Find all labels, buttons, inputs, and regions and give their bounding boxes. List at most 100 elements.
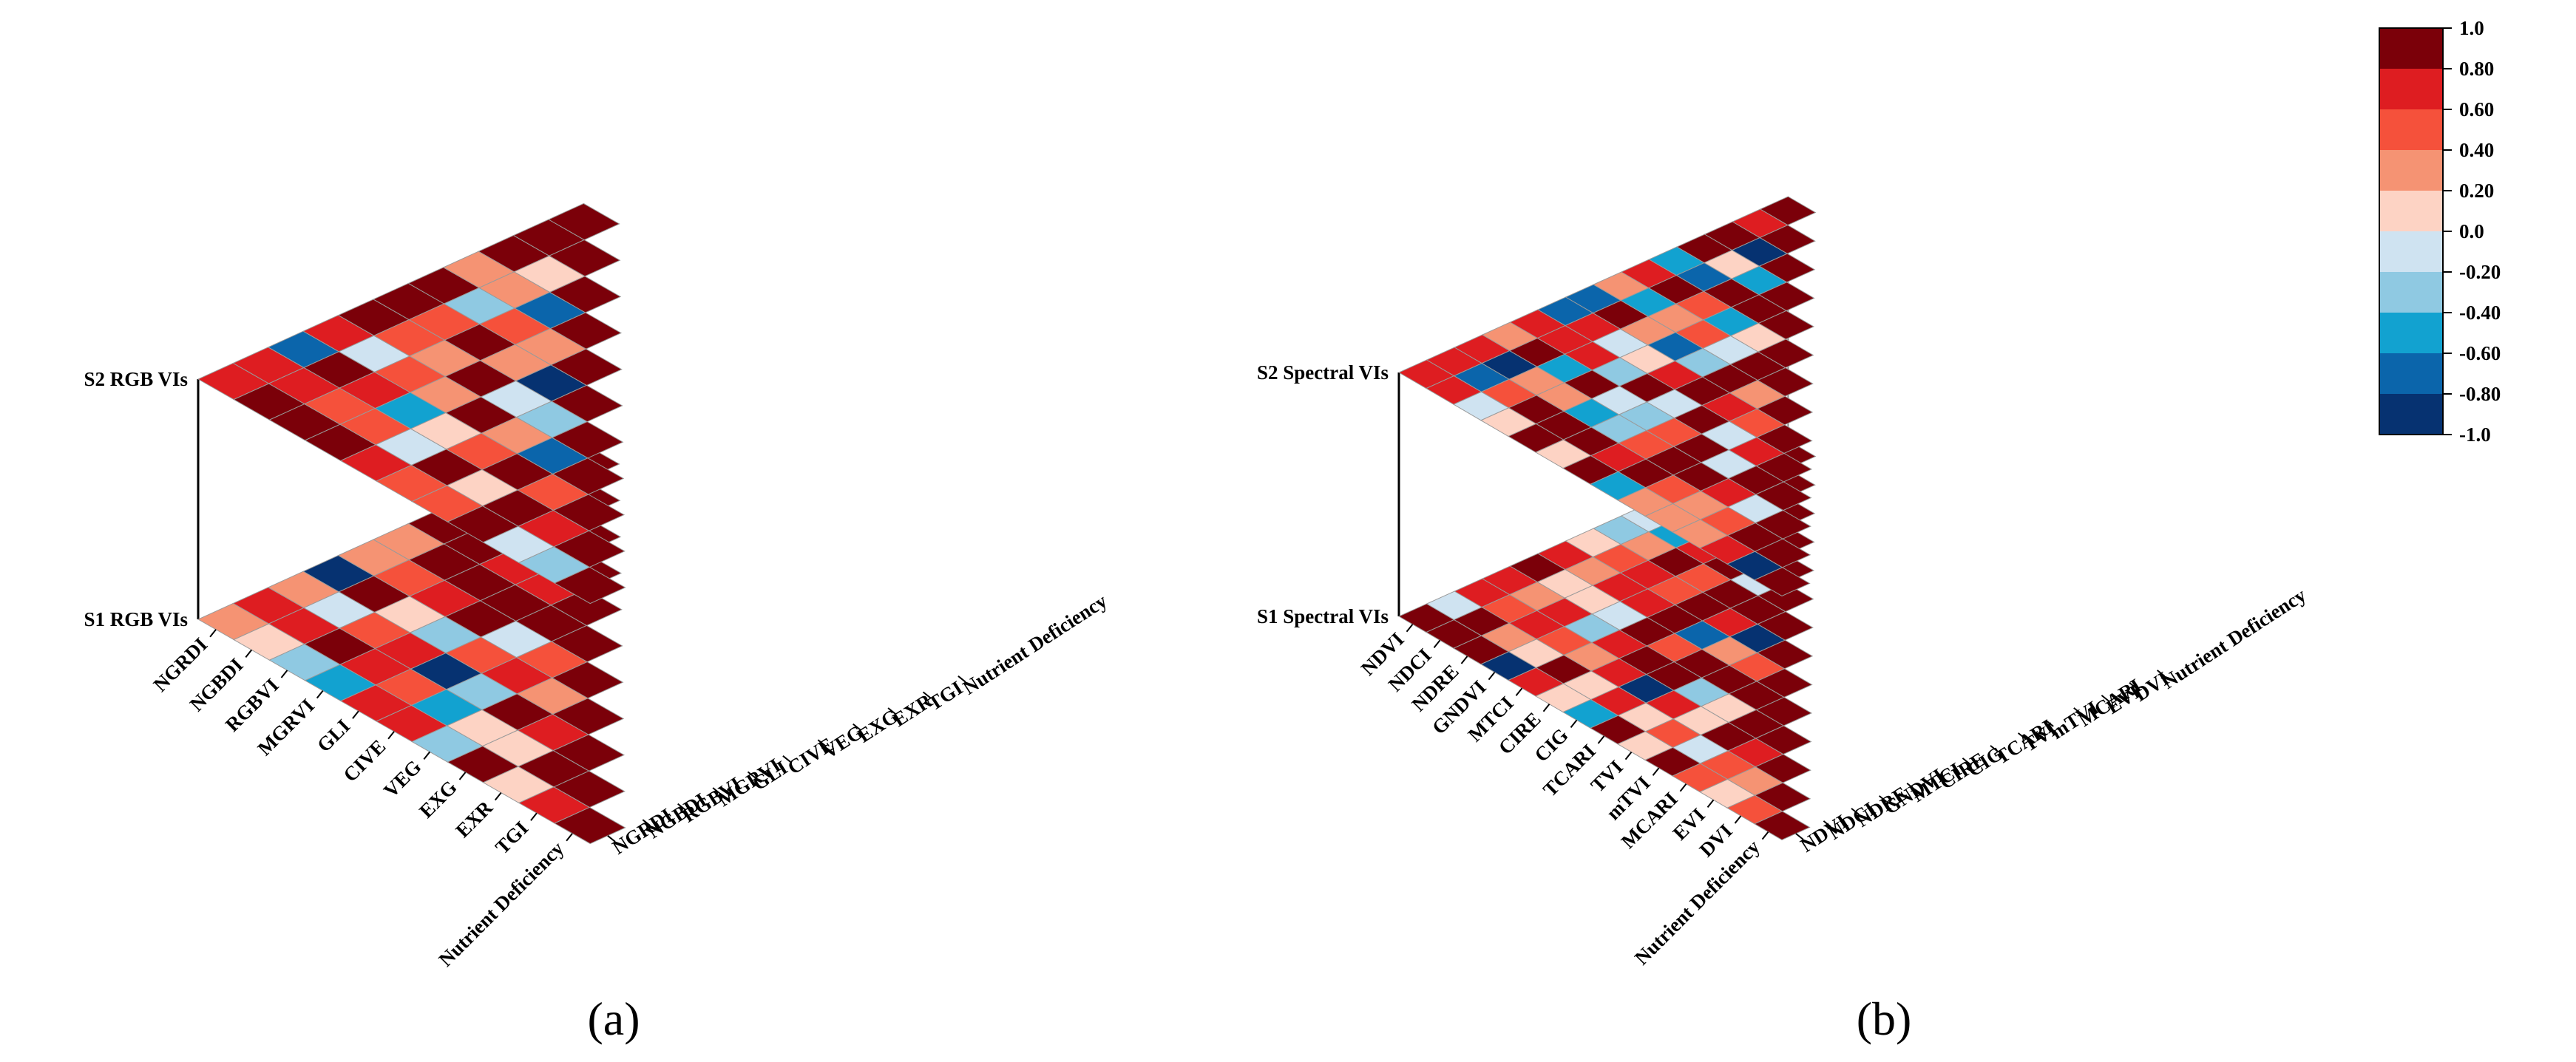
colorbar-segment <box>2379 191 2443 231</box>
row-tick-mark <box>1570 719 1578 729</box>
row-tick-mark <box>530 812 538 821</box>
heatmap-cell <box>553 566 626 605</box>
row-tick-label: EXG <box>415 776 461 823</box>
row-tick-label: GLI <box>313 715 354 756</box>
upper-layer <box>197 202 626 605</box>
row-tick-mark <box>1406 624 1414 633</box>
colorbar-segment <box>2379 272 2443 313</box>
heatmap-cell <box>550 384 623 423</box>
row-tick-mark <box>423 751 431 760</box>
heatmap-cell <box>1755 754 1811 783</box>
colorbar-tick-label: 0.0 <box>2459 220 2484 242</box>
col-tick-mark <box>1795 833 1804 840</box>
col-tick-mark <box>712 787 721 794</box>
layer-label-lower: S1 RGB VIs <box>84 608 188 630</box>
colorbar-tick-label: 0.60 <box>2459 98 2494 120</box>
heatmap-cell <box>1757 338 1814 369</box>
col-tick-mark <box>2101 695 2110 702</box>
col-tick-mark <box>2073 707 2082 715</box>
col-tick-mark <box>817 739 826 746</box>
heatmap-cell <box>550 348 623 386</box>
heatmap-cell <box>552 457 625 495</box>
heatmap-cell <box>553 530 626 568</box>
col-tick-label: Nutrient Deficiency <box>2158 584 2311 693</box>
col-tick-mark <box>1906 783 1915 790</box>
col-tick-mark <box>2156 670 2166 677</box>
row-tick-mark <box>1488 671 1496 681</box>
heatmap-cell <box>1759 225 1816 254</box>
col-tick-mark <box>2129 682 2138 690</box>
heatmap-cell <box>1758 310 1815 340</box>
row-tick-mark <box>280 670 288 678</box>
row-tick-mark <box>209 629 217 638</box>
row-tick-mark <box>245 649 253 658</box>
row-tick-mark <box>387 731 395 740</box>
heatmap-cell <box>553 806 626 845</box>
colorbar-tick-label: -0.80 <box>2459 383 2501 405</box>
colorbar-segment <box>2379 353 2443 394</box>
colorbar-segment <box>2379 69 2443 109</box>
col-tick-mark <box>747 771 756 779</box>
col-tick-mark <box>677 803 686 811</box>
panel-label-a: (a) <box>587 993 640 1045</box>
heatmap-cell <box>552 494 626 531</box>
heatmap-cell <box>547 202 620 241</box>
col-tick-mark <box>853 723 861 731</box>
heatmap-cell <box>550 624 623 663</box>
row-tick-label: VEG <box>379 755 426 802</box>
row-tick-mark <box>458 772 467 780</box>
col-tick-mark <box>607 835 616 843</box>
colorbar-tick-label: 0.80 <box>2459 58 2494 80</box>
col-tick-mark <box>1990 745 1999 752</box>
row-tick-label: Nutrient Deficiency <box>1630 835 1764 969</box>
heatmap-cell <box>551 421 624 459</box>
colorbar-tick-label: 1.0 <box>2459 17 2484 39</box>
row-tick-mark <box>1734 815 1742 824</box>
row-tick-mark <box>1460 656 1468 664</box>
heatmap-cell <box>1756 639 1814 670</box>
col-tick-mark <box>1878 795 1888 803</box>
col-tick-mark <box>2017 732 2027 740</box>
panel-label-b: (b) <box>1857 993 1912 1045</box>
colorbar-segment <box>2379 109 2443 150</box>
colorbar-segment <box>2379 28 2443 69</box>
colorbar-segment <box>2379 394 2443 435</box>
heatmap-cell <box>1755 668 1813 698</box>
colorbar-tick-label: -0.20 <box>2459 261 2501 283</box>
heatmap-cell <box>553 770 626 808</box>
row-tick-mark <box>1652 767 1660 776</box>
row-tick-mark <box>1542 704 1550 712</box>
row-tick-mark <box>1624 751 1633 760</box>
colorbar-tick-label: -1.0 <box>2459 423 2491 446</box>
heatmap-cell <box>1758 253 1816 283</box>
row-tick-label: EXR <box>451 796 497 842</box>
col-tick-mark <box>1934 770 1943 777</box>
heatmap-cell <box>1757 367 1814 397</box>
row-tick-mark <box>352 710 359 719</box>
row-tick-mark <box>1761 831 1769 840</box>
col-tick-mark <box>1823 820 1832 828</box>
row-tick-mark <box>1679 783 1687 792</box>
col-tick-mark <box>642 819 651 826</box>
colorbar-tick-label: -0.60 <box>2459 342 2501 364</box>
heatmap-cell <box>548 239 621 277</box>
row-tick-label: CIVE <box>339 735 390 786</box>
heatmap-cell <box>1754 782 1811 812</box>
colorbar-tick-label: -0.40 <box>2459 302 2501 324</box>
row-tick-mark <box>1706 799 1715 809</box>
heatmap-cell <box>1755 481 1812 511</box>
row-tick-mark <box>494 792 502 801</box>
colorbar: 1.0 0.80 0.60 0.40 0.20 0.0 -0.20 -0.40 -0.60 -0.… <box>2379 17 2501 446</box>
col-tick-mark <box>887 707 896 715</box>
col-tick-mark <box>782 755 791 763</box>
layer-label-lower: S1 Spectral VIs <box>1257 605 1389 627</box>
heatmap-cell <box>1757 611 1814 641</box>
heatmap-cell <box>549 276 622 313</box>
row-tick-mark <box>1597 735 1605 744</box>
colorbar-segment <box>2379 150 2443 191</box>
col-tick-mark <box>1962 758 1971 765</box>
heatmap-cell <box>1755 452 1813 483</box>
colorbar-tick-label: 0.20 <box>2459 180 2494 202</box>
heatmap-cell <box>552 698 625 735</box>
